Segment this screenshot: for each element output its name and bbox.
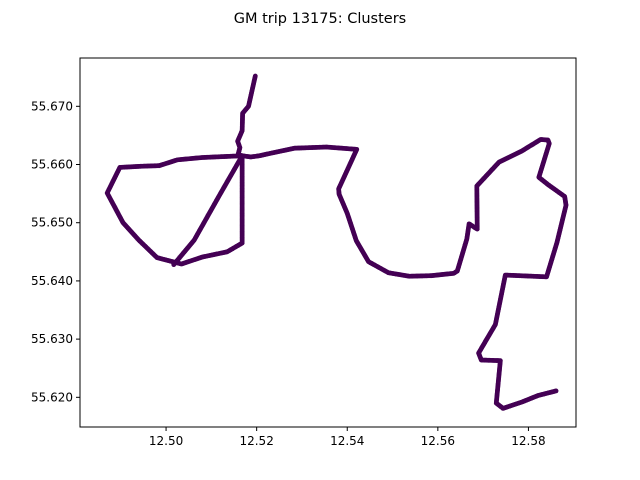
y-tick-label: 55.630 bbox=[31, 332, 73, 346]
data-point bbox=[553, 388, 559, 394]
data-point bbox=[171, 262, 177, 268]
x-tick-label: 12.58 bbox=[511, 434, 545, 448]
y-tick-label: 55.650 bbox=[31, 216, 73, 230]
x-tick-label: 12.56 bbox=[421, 434, 455, 448]
x-tick-label: 12.50 bbox=[149, 434, 183, 448]
chart-title: GM trip 13175: Clusters bbox=[234, 11, 407, 27]
y-tick-label: 55.640 bbox=[31, 274, 73, 288]
x-axis: 12.50 12.52 12.54 12.56 12.58 bbox=[149, 427, 546, 448]
plot-frame bbox=[79, 57, 577, 428]
y-axis: 55.620 55.630 55.640 55.650 55.660 55.670 bbox=[31, 99, 80, 404]
y-tick-label: 55.670 bbox=[31, 99, 73, 113]
y-tick-label: 55.620 bbox=[31, 390, 73, 404]
x-tick-label: 12.52 bbox=[239, 434, 273, 448]
plot-area bbox=[80, 58, 576, 427]
y-tick-label: 55.660 bbox=[31, 158, 73, 172]
trip-points bbox=[104, 73, 569, 411]
x-tick-label: 12.54 bbox=[330, 434, 364, 448]
